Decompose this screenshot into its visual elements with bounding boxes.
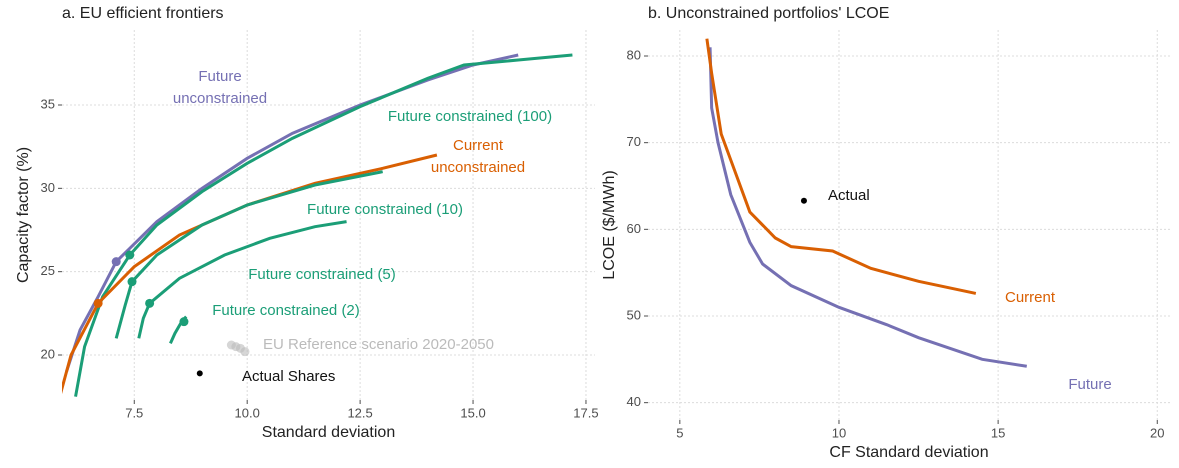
x-tick-label: 17.5 xyxy=(573,405,598,420)
y-tick-label: 50 xyxy=(627,307,641,322)
point-label: Actual xyxy=(828,187,870,204)
series-marker xyxy=(93,298,103,308)
series-line xyxy=(705,38,977,295)
x-tick-label: 10 xyxy=(832,425,846,440)
y-tick-label: 60 xyxy=(627,221,641,236)
series-marker xyxy=(145,298,155,308)
x-tick-label: 5 xyxy=(676,425,683,440)
series-label: Future constrained (100) xyxy=(388,108,552,125)
series-label: Current unconstrained xyxy=(431,137,525,176)
series-label: Future constrained (5) xyxy=(248,266,396,283)
label-line: unconstrained xyxy=(431,159,525,176)
plot-area xyxy=(705,38,1028,368)
series-line xyxy=(62,153,438,395)
y-tick-label: 20 xyxy=(41,346,55,361)
point xyxy=(240,347,250,357)
label-line: unconstrained xyxy=(173,90,267,107)
series-marker xyxy=(111,257,121,267)
x-axis-title: Standard deviation xyxy=(262,424,395,441)
series-line xyxy=(114,170,383,339)
y-tick-label: 35 xyxy=(41,96,55,111)
x-tick-label: 15 xyxy=(991,425,1005,440)
point xyxy=(800,197,807,204)
series-marker xyxy=(125,250,135,260)
x-tick-label: 20 xyxy=(1150,425,1164,440)
point-label: EU Reference scenario 2020-2050 xyxy=(263,336,494,353)
y-axis-title: LCOE ($/MWh) xyxy=(601,170,618,279)
series-label: Future xyxy=(1068,376,1111,393)
series-line xyxy=(708,47,1028,368)
series-marker xyxy=(179,317,189,327)
chart-title: a. EU efficient frontiers xyxy=(62,5,224,22)
series-marker xyxy=(127,277,137,287)
series-label: Current xyxy=(1005,289,1056,306)
y-tick-label: 70 xyxy=(627,134,641,149)
y-tick-label: 30 xyxy=(41,180,55,195)
x-tick-label: 12.5 xyxy=(347,405,372,420)
y-tick-label: 25 xyxy=(41,263,55,278)
x-axis-title: CF Standard deviation xyxy=(829,444,988,461)
chart-title: b. Unconstrained portfolios' LCOE xyxy=(648,5,889,22)
y-tick-label: 40 xyxy=(627,394,641,409)
point xyxy=(196,370,203,377)
y-axis-title: Capacity factor (%) xyxy=(15,147,32,283)
x-tick-label: 7.5 xyxy=(125,405,143,420)
series-label: Future unconstrained xyxy=(173,68,267,107)
label-line: Future xyxy=(198,68,241,85)
label-line: Current xyxy=(453,137,504,154)
point-label: Actual Shares xyxy=(242,368,335,385)
series-label: Future constrained (10) xyxy=(307,201,463,218)
x-tick-label: 15.0 xyxy=(460,405,485,420)
x-tick-label: 10.0 xyxy=(235,405,260,420)
series-line xyxy=(137,220,347,339)
y-tick-label: 80 xyxy=(627,47,641,62)
series-label: Future constrained (2) xyxy=(212,302,360,319)
